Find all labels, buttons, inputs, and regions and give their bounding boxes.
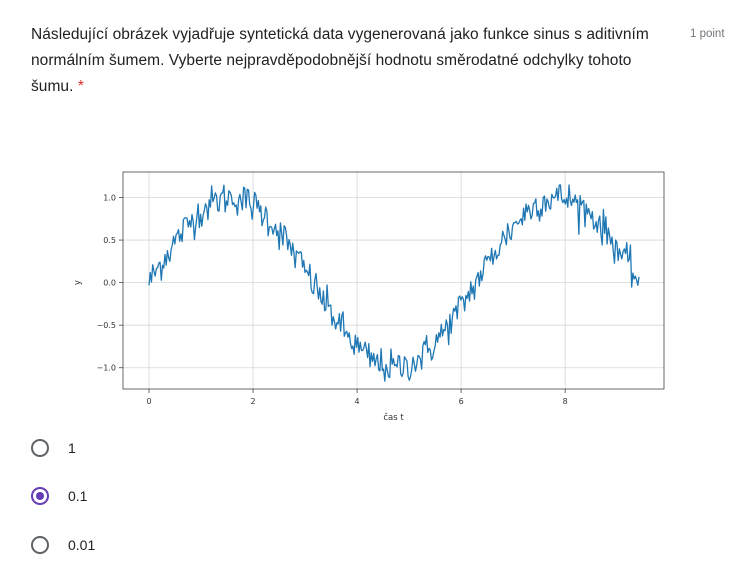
radio-button[interactable] (31, 439, 49, 457)
x-axis-label: čas t (383, 412, 404, 423)
radio-button-selected[interactable] (31, 487, 49, 505)
question-title: Následující obrázek vyjadřuje syntetická… (31, 22, 671, 100)
radio-button[interactable] (31, 536, 49, 554)
x-tick-label: 4 (355, 397, 360, 406)
plot-background (123, 172, 664, 389)
required-marker: * (77, 78, 84, 95)
x-tick-label: 0 (146, 397, 151, 406)
y-tick-label: −0.5 (97, 321, 116, 330)
series-line (148, 184, 640, 382)
question-text: Následující obrázek vyjadřuje syntetická… (31, 26, 649, 95)
y-tick-label: 0.5 (103, 236, 116, 245)
points-label: 1 point (690, 28, 725, 40)
y-tick-label: 1.0 (103, 194, 116, 203)
option-label: 0.01 (68, 537, 96, 553)
option-0-01[interactable]: 0.01 (31, 534, 231, 562)
sine-noise-chart: 0 2 4 6 8 1.0 0.5 0.0 −0.5 −1.0 čas t y (73, 171, 665, 423)
chart-series (148, 184, 640, 382)
x-tick-label: 8 (563, 397, 568, 406)
plot-frame (122, 171, 665, 390)
chart-figure: 0 2 4 6 8 1.0 0.5 0.0 −0.5 −1.0 čas t y (55, 160, 685, 425)
y-tick-label: −1.0 (97, 364, 116, 373)
option-1[interactable]: 1 (31, 437, 231, 465)
x-tick-label: 6 (459, 397, 464, 406)
y-axis-label: y (73, 280, 83, 285)
chart-axes: 0 2 4 6 8 1.0 0.5 0.0 −0.5 −1.0 čas t y (73, 194, 568, 423)
chart-grid (123, 172, 664, 389)
option-0-1[interactable]: 0.1 (31, 485, 231, 513)
x-tick-label: 2 (251, 397, 256, 406)
option-label: 0.1 (68, 488, 88, 504)
y-tick-label: 0.0 (103, 279, 116, 288)
option-label: 1 (68, 440, 76, 456)
